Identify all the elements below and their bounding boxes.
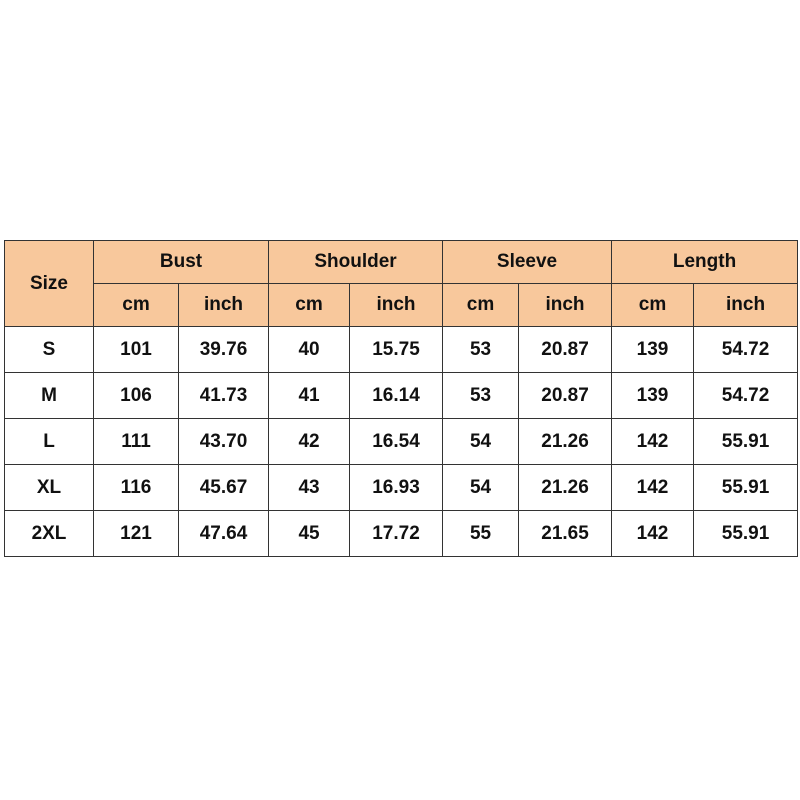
unit-row: cm inch cm inch cm inch cm inch <box>5 283 799 327</box>
value-cell: 55 <box>442 510 520 557</box>
table-body: S 101 39.76 40 15.75 53 20.87 139 54.72 M 106 41.73… <box>4 326 799 557</box>
value-cell: 101 <box>93 326 179 373</box>
value-cell: 39.76 <box>177 326 270 373</box>
value-cell: 40 <box>268 326 351 373</box>
table-row: S 101 39.76 40 15.75 53 20.87 139 54.72 <box>4 326 799 373</box>
value-cell: 54 <box>442 418 520 465</box>
size-cell: XL <box>4 464 94 511</box>
value-cell: 106 <box>93 372 179 419</box>
value-cell: 116 <box>93 464 179 511</box>
unit-header: cm <box>611 283 695 327</box>
size-cell: 2XL <box>4 510 94 557</box>
table-row: XL 116 45.67 43 16.93 54 21.26 142 55.91 <box>4 464 799 511</box>
value-cell: 20.87 <box>518 326 613 373</box>
size-cell: S <box>4 326 94 373</box>
unit-header: inch <box>349 283 444 327</box>
group-header: Length <box>611 240 799 284</box>
unit-header: cm <box>442 283 520 327</box>
value-cell: 142 <box>611 510 695 557</box>
value-cell: 111 <box>93 418 179 465</box>
value-cell: 121 <box>93 510 179 557</box>
value-cell: 45.67 <box>177 464 270 511</box>
value-cell: 43 <box>268 464 351 511</box>
value-cell: 43.70 <box>177 418 270 465</box>
unit-header: cm <box>268 283 351 327</box>
value-cell: 45 <box>268 510 351 557</box>
value-cell: 21.26 <box>518 464 613 511</box>
value-cell: 41 <box>268 372 351 419</box>
size-cell: M <box>4 372 94 419</box>
value-cell: 16.54 <box>349 418 444 465</box>
value-cell: 139 <box>611 326 695 373</box>
value-cell: 42 <box>268 418 351 465</box>
value-cell: 142 <box>611 418 695 465</box>
unit-header: cm <box>93 283 179 327</box>
size-cell: L <box>4 418 94 465</box>
value-cell: 54 <box>442 464 520 511</box>
table-row: L 111 43.70 42 16.54 54 21.26 142 55.91 <box>4 418 799 465</box>
value-cell: 20.87 <box>518 372 613 419</box>
unit-header: inch <box>693 283 799 327</box>
value-cell: 53 <box>442 326 520 373</box>
table-row: 2XL 121 47.64 45 17.72 55 21.65 142 55.91 <box>4 510 799 557</box>
group-header: Sleeve <box>442 240 613 284</box>
value-cell: 55.91 <box>693 418 799 465</box>
unit-header: inch <box>518 283 613 327</box>
value-cell: 54.72 <box>693 326 799 373</box>
value-cell: 16.93 <box>349 464 444 511</box>
value-cell: 47.64 <box>177 510 270 557</box>
value-cell: 53 <box>442 372 520 419</box>
table-header: Size Bust Shoulder Sleeve Length cm inch cm in… <box>4 240 799 327</box>
value-cell: 139 <box>611 372 695 419</box>
unit-header: inch <box>177 283 270 327</box>
size-header: Size <box>4 240 94 327</box>
value-cell: 55.91 <box>693 510 799 557</box>
value-cell: 16.14 <box>349 372 444 419</box>
value-cell: 54.72 <box>693 372 799 419</box>
table-row: M 106 41.73 41 16.14 53 20.87 139 54.72 <box>4 372 799 419</box>
group-header: Shoulder <box>268 240 444 284</box>
value-cell: 17.72 <box>349 510 444 557</box>
value-cell: 41.73 <box>177 372 270 419</box>
value-cell: 142 <box>611 464 695 511</box>
group-row: Size Bust Shoulder Sleeve Length <box>4 240 799 327</box>
size-table: Size Bust Shoulder Sleeve Length cm inch cm in… <box>4 240 799 557</box>
value-cell: 21.65 <box>518 510 613 557</box>
value-cell: 15.75 <box>349 326 444 373</box>
value-cell: 21.26 <box>518 418 613 465</box>
group-header: Bust <box>92 240 270 284</box>
value-cell: 55.91 <box>693 464 799 511</box>
